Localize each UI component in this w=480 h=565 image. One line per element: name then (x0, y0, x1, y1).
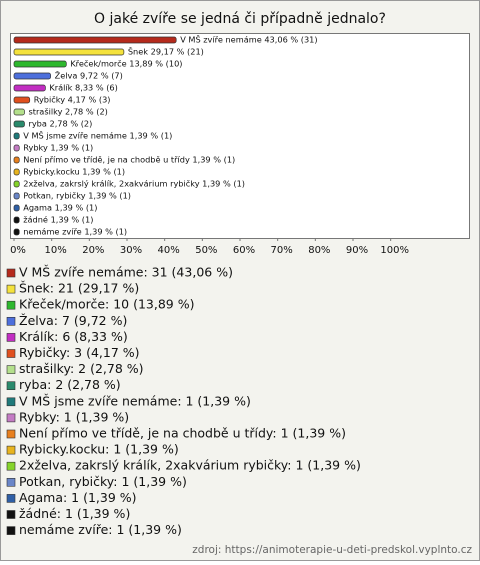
legend-label: V MŠ zvíře nemáme: 31 (43,06 %) (19, 265, 233, 280)
bar (13, 60, 67, 68)
legend-swatch (6, 494, 16, 503)
legend-swatch (6, 477, 16, 487)
bar-label: Rybičky 4,17 % (3) (34, 95, 111, 105)
bar (13, 216, 20, 224)
legend-swatch (6, 397, 16, 407)
legend-swatch (6, 284, 16, 294)
bar (13, 120, 25, 128)
bar (13, 180, 20, 188)
x-tick-label: 100% (380, 245, 409, 256)
x-tick-label: 80% (308, 245, 330, 256)
bar-label: V MŠ jsme zvíře nemáme 1,39 % (1) (23, 130, 172, 141)
legend-label: Rybky: 1 (1,39 %) (19, 409, 129, 424)
bar-label: Křeček/morče 13,89 % (10) (70, 59, 182, 69)
bar (13, 144, 20, 152)
bar-label: ryba 2,78 % (2) (28, 119, 92, 129)
bar (13, 204, 20, 212)
bar (13, 96, 31, 104)
legend-swatch (6, 429, 16, 439)
x-tick-label: 50% (195, 245, 217, 256)
bar (13, 48, 125, 56)
bar-label: Není přímo ve třídě, je na chodbě u tříd… (23, 155, 235, 165)
x-tick-label: 90% (346, 245, 368, 256)
legend-label: V MŠ jsme zvíře nemáme: 1 (1,39 %) (19, 393, 251, 408)
bar-label: Šnek 29,17 % (21) (128, 46, 204, 57)
legend-label: Želva: 7 (9,72 %) (19, 313, 127, 328)
legend-label: nemáme zvíře: 1 (1,39 %) (19, 522, 182, 537)
x-tick-label: 70% (271, 245, 293, 256)
legend-label: Rybicky.kocku: 1 (1,39 %) (19, 442, 179, 457)
bar-label: žádné 1,39 % (1) (23, 215, 93, 225)
x-tick-label: 0% (10, 245, 26, 256)
bar-label: Rybky 1,39 % (1) (23, 143, 93, 153)
legend-label: Rybičky: 3 (4,17 %) (19, 345, 140, 360)
bar (13, 156, 20, 164)
source: zdroj: https://animoterapie-u-deti-preds… (192, 544, 472, 556)
legend-label: strašilky: 2 (2,78 %) (19, 361, 144, 376)
legend-label: Agama: 1 (1,39 %) (19, 490, 137, 505)
legend-swatch (6, 365, 16, 374)
bar-label: Králík 8,33 % (6) (49, 83, 117, 93)
bar-label: Agama 1,39 % (1) (23, 203, 97, 213)
legend-swatch (6, 445, 16, 455)
bar-label: nemáme zvíře 1,39 % (1) (23, 227, 127, 237)
bar-label: Želva 9,72 % (7) (55, 70, 123, 81)
legend-swatch (6, 316, 16, 326)
bar (13, 168, 20, 176)
legend-swatch (6, 349, 16, 358)
bar-label: Rybicky.kocku 1,39 % (1) (23, 167, 125, 177)
x-tick-label: 60% (233, 245, 255, 256)
legend-swatch (6, 268, 16, 278)
legend-label: Šnek: 21 (29,17 %) (19, 281, 139, 296)
legend-label: Křeček/morče: 10 (13,89 %) (19, 297, 194, 312)
x-tick-label: 10% (45, 245, 67, 256)
legend-label: Potkan, rybičky: 1 (1,39 %) (19, 474, 187, 489)
legend-label: Králík: 6 (8,33 %) (19, 329, 128, 344)
bar (13, 108, 25, 116)
bar-label: Potkan, rybičky 1,39 % (1) (23, 191, 131, 201)
legend-swatch (6, 461, 16, 471)
plot-area (10, 33, 470, 239)
bar (13, 132, 20, 140)
bar (13, 36, 177, 44)
legend-swatch (6, 381, 16, 391)
legend-swatch (6, 413, 16, 423)
legend-label: ryba: 2 (2,78 %) (19, 377, 121, 392)
legend-label: žádné: 1 (1,39 %) (19, 506, 130, 521)
bar (13, 192, 20, 200)
bar (13, 84, 46, 92)
legend-swatch (6, 526, 16, 535)
x-tick-label: 20% (82, 245, 104, 256)
bar (13, 228, 20, 236)
bar-label: strašilky 2,78 % (2) (28, 107, 107, 117)
legend-label: 2xželva, zakrslý králík, 2xakvárium rybi… (19, 458, 361, 473)
legend-swatch (6, 333, 16, 342)
x-tick-label: 40% (158, 245, 180, 256)
bar (13, 72, 51, 80)
legend-swatch (6, 510, 16, 519)
x-tick-label: 30% (120, 245, 142, 256)
legend-swatch (6, 300, 16, 310)
bar-label: 2xželva, zakrslý králík, 2xakvárium rybi… (23, 179, 245, 189)
legend-label: Není přímo ve třídě, je na chodbě u tříd… (19, 426, 346, 441)
bar-label: V MŠ zvíře nemáme 43,06 % (31) (180, 34, 317, 45)
chart-title: O jaké zvíře se jedná či případně jednal… (94, 11, 386, 27)
